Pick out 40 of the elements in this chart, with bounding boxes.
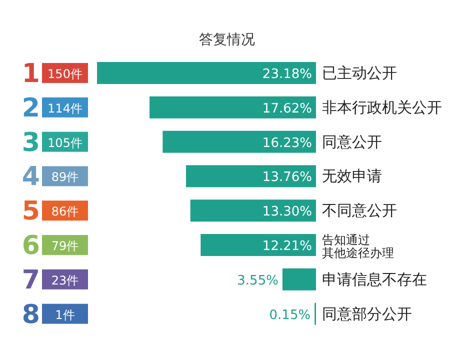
- text: 1件: [55, 308, 75, 322]
- text: 105件: [48, 136, 82, 150]
- text: 114件: [48, 101, 82, 116]
- bar: [150, 96, 316, 118]
- text: 5: [22, 196, 40, 227]
- text: 150件: [48, 67, 82, 81]
- text: 4: [22, 162, 40, 192]
- text: 3: [22, 128, 40, 158]
- data-label: 23.18%: [262, 67, 312, 82]
- text: 86件: [51, 204, 79, 219]
- bar: [186, 165, 316, 188]
- text: 6: [22, 231, 40, 261]
- y-tick-label: 已主动公开: [322, 64, 397, 82]
- chart-title: 答复情况: [199, 32, 255, 48]
- bar: [190, 200, 316, 222]
- data-label: 13.30%: [262, 204, 312, 220]
- data-label: 0.15%: [269, 308, 311, 323]
- y-tick-label: 同意部分公开: [322, 304, 412, 323]
- bar: [282, 268, 316, 290]
- text: 89件: [51, 170, 79, 184]
- data-label: 16.23%: [262, 136, 312, 151]
- data-label: 12.21%: [262, 239, 312, 254]
- y-tick-label: 申请信息不存在: [322, 270, 427, 288]
- bar: [200, 234, 316, 256]
- text: 23件: [51, 273, 79, 288]
- bar: [97, 62, 316, 84]
- text: 2: [22, 93, 40, 124]
- data-label: 13.76%: [262, 170, 312, 186]
- y-tick-label: 同意公开: [322, 132, 382, 151]
- y-tick-label: 不同意公开: [322, 202, 397, 220]
- y-tick-label: 非本行政机关公开: [322, 98, 442, 116]
- text: 7: [22, 265, 40, 296]
- text: 8: [22, 300, 40, 330]
- data-label: 3.55%: [237, 273, 278, 288]
- text: 1: [22, 59, 40, 89]
- data-label: 17.62%: [262, 101, 312, 116]
- y-tick-label: 无效申请: [322, 167, 382, 186]
- y-tick-label: 告知通过其他途径办理: [322, 233, 394, 260]
- bar: [162, 130, 316, 153]
- text: 79件: [51, 239, 79, 253]
